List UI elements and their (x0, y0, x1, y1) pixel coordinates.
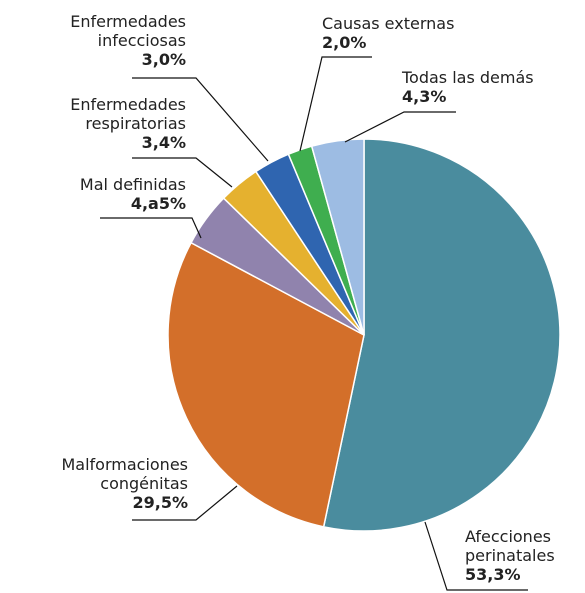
value-label: 3,0% (141, 50, 186, 69)
value-label: 29,5% (132, 493, 188, 512)
leader-line (132, 485, 238, 521)
leader-line (299, 56, 372, 152)
slice-label: Enfermedades infecciosas 3,0% (20, 12, 186, 69)
category-label: Todas las demás (402, 68, 534, 87)
category-label: Enfermedades respiratorias (70, 95, 186, 133)
slice (167, 241, 365, 528)
slice (322, 138, 561, 532)
category-label: Causas externas (322, 14, 455, 33)
category-label: Afecciones perinatales (465, 527, 555, 565)
leader-line (424, 521, 528, 591)
slice-label: Mal definidas 4,a5% (20, 175, 186, 213)
leader-line (132, 77, 269, 162)
value-label: 4,a5% (130, 194, 186, 213)
category-label: Enfermedades infecciosas (70, 12, 186, 50)
leader-line (132, 157, 233, 188)
category-label: Malformaciones congénitas (61, 455, 188, 493)
slice-label: Afecciones perinatales 53,3% (465, 527, 585, 584)
slice-label: Todas las demás 4,3% (402, 68, 582, 106)
leader-line (100, 217, 202, 239)
value-label: 2,0% (322, 33, 367, 52)
slice-label: Enfermedades respiratorias 3,4% (20, 95, 186, 152)
leader-line (344, 111, 456, 143)
value-label: 4,3% (402, 87, 447, 106)
slice-label: Causas externas 2,0% (322, 14, 502, 52)
slice (310, 138, 365, 336)
slice-label: Malformaciones congénitas 29,5% (30, 455, 188, 512)
category-label: Mal definidas (79, 175, 186, 194)
value-label: 3,4% (141, 133, 186, 152)
value-label: 53,3% (465, 565, 521, 584)
